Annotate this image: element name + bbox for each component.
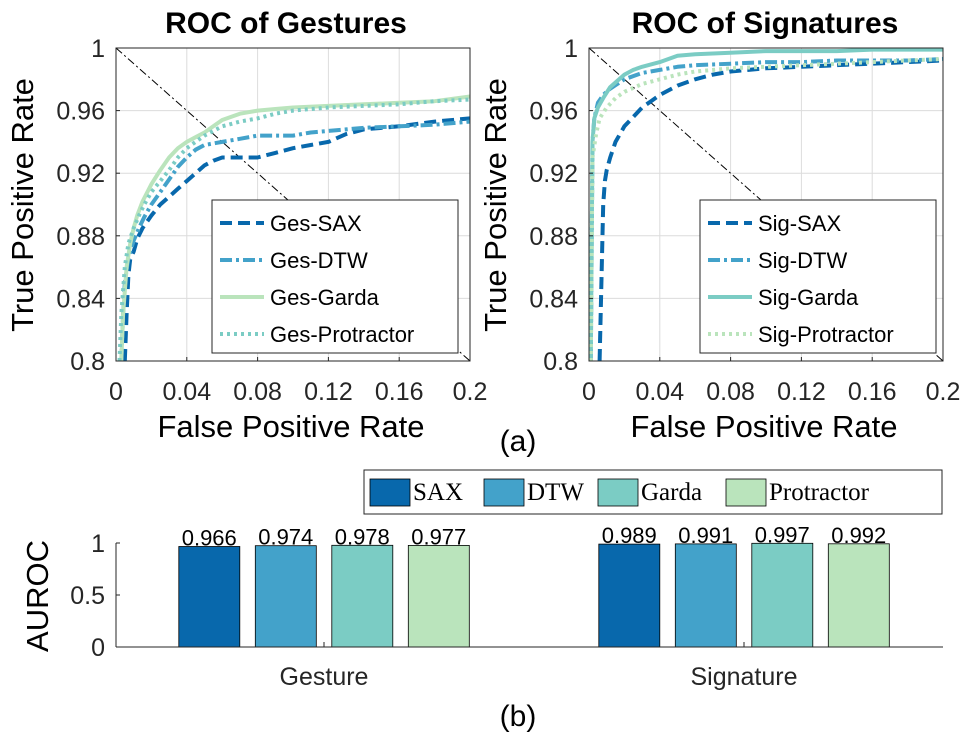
bar-gesture-garda [331, 544, 394, 648]
y-tick-label: 0.8 [70, 348, 105, 376]
y-tick-label: 0.96 [56, 98, 105, 126]
legend-label-protractor: Protractor [769, 479, 870, 506]
legend-label-sig-protractor: Sig-Protractor [758, 322, 894, 347]
x-tick-label: 0.08 [706, 378, 755, 406]
legend-box [699, 199, 937, 354]
legend-label-ges-dtw: Ges-DTW [270, 248, 368, 273]
x-tick-label: Gesture [280, 663, 369, 691]
x-tick-label: 0.12 [304, 378, 353, 406]
y-tick-label: 0.8 [543, 348, 578, 376]
bar-legend-box [363, 469, 943, 515]
roc-signatures-chart: ROC of Signatures 0.8 0.84 0.88 0.92 0.96 1 0… [478, 7, 960, 444]
x-tick-label: 0.16 [375, 378, 424, 406]
legend-label-ges-sax: Ges-SAX [270, 211, 362, 236]
y-tick-label: 0.92 [529, 160, 578, 188]
series-line-ges-dtw [119, 119, 471, 362]
legend-swatch-sax [369, 478, 411, 507]
y-tick-label: 1 [564, 35, 578, 63]
legend-label-sig-sax: Sig-SAX [758, 211, 841, 236]
series-line-sig-dtw [588, 57, 944, 362]
y-tick-label: 0.92 [56, 160, 105, 188]
bar-signature-dtw [674, 543, 737, 648]
roc-gestures-title: ROC of Gestures [165, 7, 407, 40]
legend-label-ges-garda: Ges-Garda [270, 285, 380, 310]
y-axis-label: True Positive Rate [5, 78, 40, 332]
bar-value-label: 0.991 [678, 523, 733, 548]
plot-frame [588, 47, 944, 362]
bar-value-label: 0.992 [831, 523, 886, 548]
series-line-ges-sax [122, 116, 471, 362]
legend-label-sax: SAX [413, 479, 463, 506]
caption-a: (a) [500, 425, 537, 458]
caption-b: (b) [500, 700, 537, 733]
x-axis-label: False Positive Rate [630, 409, 897, 444]
x-tick-label: 0 [109, 378, 123, 406]
legend-label-dtw: DTW [527, 479, 584, 506]
x-tick-label: 0.08 [233, 378, 282, 406]
x-axis-label: False Positive Rate [157, 409, 424, 444]
series-line-sig-sax [597, 58, 944, 362]
legend-label-garda: Garda [641, 479, 702, 506]
auroc-bar-chart: SAX DTW Garda Protractor 0.966 0.974 0.978 0.9… [20, 469, 943, 691]
roc-gestures-chart: ROC of Gestures 0.8 0.84 0.88 0.92 0.96 1 0 0.… [5, 7, 487, 444]
y-tick-label: 0.88 [56, 223, 105, 251]
bar-value-label: 0.977 [411, 524, 466, 549]
x-tick-label: 0 [582, 378, 596, 406]
y-tick-label: 0.96 [529, 98, 578, 126]
bar-value-label: 0.974 [258, 525, 313, 550]
bar-signature-protractor [827, 543, 890, 648]
bar-value-label: 0.997 [755, 522, 810, 547]
legend-label-sig-garda: Sig-Garda [758, 285, 859, 310]
legend-label-ges-protractor: Ges-Protractor [270, 322, 414, 347]
legend-swatch-garda [597, 478, 639, 507]
x-tick-label: 0.2 [453, 378, 488, 406]
legend-swatch-dtw [483, 478, 525, 507]
bar-gesture-sax [178, 546, 241, 648]
bar-legend: SAX DTW Garda Protractor [363, 469, 943, 515]
y-tick-label: 0 [91, 634, 105, 662]
y-tick-label: 0.84 [56, 285, 105, 313]
x-tick-label: 0.12 [777, 378, 826, 406]
y-axis-label: AUROC [20, 540, 55, 652]
x-tick-label: 0.04 [635, 378, 684, 406]
y-tick-label: 0.84 [529, 285, 578, 313]
bar-signature-sax [598, 543, 661, 648]
series-line-sig-garda [588, 47, 943, 362]
legend-box [211, 199, 459, 354]
legend-swatch-protractor [725, 478, 767, 507]
plot-frame [115, 47, 471, 362]
legend: Ges-SAX Ges-DTW Ges-Garda Ges-Protractor [211, 199, 459, 354]
bar-value-label: 0.978 [335, 524, 390, 549]
y-tick-label: 1 [91, 530, 105, 558]
series-line-ges-protractor [117, 97, 471, 362]
y-axis-label: True Positive Rate [478, 78, 513, 332]
y-tick-label: 0.88 [529, 223, 578, 251]
bar-gesture-dtw [254, 545, 317, 648]
x-tick-label: 0.16 [848, 378, 897, 406]
legend-label-sig-dtw: Sig-DTW [758, 248, 847, 273]
bar-value-label: 0.989 [602, 523, 657, 548]
series-line-sig-protractor [588, 57, 944, 362]
legend: Sig-SAX Sig-DTW Sig-Garda Sig-Protractor [699, 199, 937, 354]
roc-signatures-title: ROC of Signatures [632, 7, 899, 40]
bar-signature-garda [751, 542, 814, 648]
y-tick-label: 0.5 [70, 582, 105, 610]
bar-value-label: 0.966 [182, 526, 237, 551]
x-tick-label: 0.04 [162, 378, 211, 406]
x-tick-label: 0.2 [926, 378, 961, 406]
y-tick-label: 1 [91, 35, 105, 63]
bar-gesture-protractor [407, 545, 470, 648]
x-tick-label: Signature [690, 663, 797, 691]
